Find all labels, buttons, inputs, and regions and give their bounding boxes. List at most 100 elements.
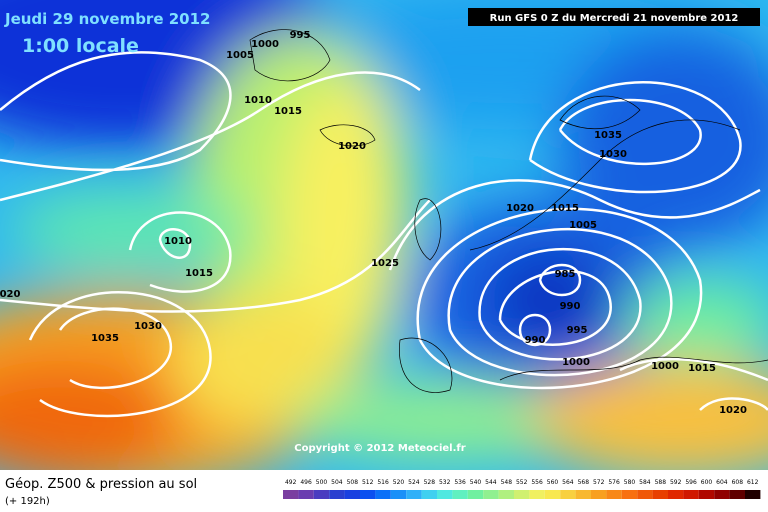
- colorbar: 492 496 500 504 508 512 516 520 524 528 532 536 540 5…: [283, 479, 761, 499]
- scale-label: 556: [531, 479, 543, 486]
- footer-lead: (+ 192h): [5, 496, 50, 507]
- isobar-label: 1000: [651, 361, 679, 372]
- scale-label: 516: [377, 479, 389, 486]
- scale-label: 564: [562, 479, 574, 486]
- coastlines: [249, 29, 768, 393]
- isobar-label: 1030: [134, 321, 162, 332]
- isobar-label: 995: [290, 30, 311, 41]
- scale-swatch: [437, 490, 453, 499]
- scale-swatch: [375, 490, 391, 499]
- scale-label: 520: [393, 479, 405, 486]
- isobar-label: 020: [0, 289, 20, 300]
- scale-swatch: [390, 490, 407, 499]
- isobar-label: 1025: [371, 258, 399, 269]
- scale-swatch: [544, 490, 561, 499]
- scale-label: 596: [685, 479, 697, 486]
- scale-label: 504: [331, 479, 343, 486]
- scale-swatch: [652, 490, 668, 499]
- isobar-label: 1010: [244, 95, 272, 106]
- isobar-label: 1020: [506, 203, 534, 214]
- isobar-label: 1015: [274, 106, 302, 117]
- scale-label: 544: [485, 479, 497, 486]
- scale-label: 576: [608, 479, 620, 486]
- scale-label: 500: [316, 479, 328, 486]
- scale-swatch: [313, 490, 330, 499]
- scale-swatch: [745, 490, 761, 499]
- scale-label: 584: [639, 479, 651, 486]
- scale-label: 528: [424, 479, 436, 486]
- isobar-label: 990: [525, 335, 546, 346]
- run-info: Run GFS 0 Z du Mercredi 21 novembre 2012: [490, 13, 739, 24]
- scale-swatch: [360, 490, 376, 499]
- isobar-label: 1015: [688, 363, 716, 374]
- scale-swatch: [575, 490, 591, 499]
- scale-swatch: [729, 490, 745, 499]
- isobar-label: 1035: [594, 130, 622, 141]
- scale-swatch: [421, 490, 437, 499]
- scale-label: 552: [516, 479, 528, 486]
- scale-label: 524: [408, 479, 420, 486]
- isobar-label: 1015: [185, 268, 213, 279]
- scale-swatch: [483, 490, 499, 499]
- scale-swatch: [698, 490, 715, 499]
- field: 1000995100510101015102010101015103010351…: [0, 0, 768, 470]
- scale-swatch: [514, 490, 530, 499]
- isobar-label: 995: [567, 325, 588, 336]
- scale-swatch: [683, 490, 699, 499]
- scale-label: 580: [624, 479, 636, 486]
- scale-swatch: [529, 490, 545, 499]
- scale-swatch: [344, 490, 360, 499]
- scale-swatch: [329, 490, 345, 499]
- scale-swatch: [637, 490, 653, 499]
- scale-label: 572: [593, 479, 605, 486]
- isobar-label: 1035: [91, 333, 119, 344]
- isobar-label: 1030: [599, 149, 627, 160]
- scale-swatch: [560, 490, 576, 499]
- scale-label: 532: [439, 479, 451, 486]
- scale-label: 492: [285, 479, 297, 486]
- scale-swatch: [591, 490, 607, 499]
- isobar-label: 985: [555, 269, 576, 280]
- scale-label: 588: [655, 479, 667, 486]
- isobar-label: 1020: [719, 405, 747, 416]
- scale-swatch: [668, 490, 684, 499]
- scale-label: 536: [454, 479, 466, 486]
- copyright: Copyright © 2012 Meteociel.fr: [294, 443, 465, 454]
- scale-label: 512: [362, 479, 374, 486]
- isobar-label: 1020: [338, 141, 366, 152]
- scale-label: 592: [670, 479, 682, 486]
- scale-swatch: [452, 490, 468, 499]
- scale-swatch: [714, 490, 730, 499]
- isobar-label: 1000: [251, 39, 279, 50]
- isobars: [0, 51, 768, 418]
- footer-title: Géop. Z500 & pression au sol: [5, 477, 197, 492]
- scale-swatch: [498, 490, 514, 499]
- scale-swatch: [406, 490, 422, 499]
- scale-label: 604: [716, 479, 728, 486]
- isobar-label: 1005: [226, 50, 254, 61]
- run-box: [468, 8, 760, 26]
- scale-label: 540: [470, 479, 482, 486]
- valid-date: Jeudi 29 novembre 2012: [4, 10, 210, 28]
- scale-swatch: [283, 490, 299, 499]
- isobar-label: 1005: [569, 220, 597, 231]
- isobar-labels: 1000995100510101015102010101015103010351…: [0, 30, 747, 416]
- scale-label: 608: [732, 479, 744, 486]
- scale-label: 548: [501, 479, 513, 486]
- isobar-label: 990: [560, 301, 581, 312]
- scale-label: 496: [300, 479, 312, 486]
- scale-swatch: [606, 490, 622, 499]
- scale-swatch: [467, 490, 484, 499]
- scale-label: 560: [547, 479, 559, 486]
- scale-label: 600: [701, 479, 713, 486]
- scale-label: 568: [578, 479, 590, 486]
- isobar-label: 1010: [164, 236, 192, 247]
- isobar-label: 1000: [562, 357, 590, 368]
- local-time: 1:00 locale: [22, 35, 139, 57]
- scale-swatch: [298, 490, 314, 499]
- scale-label: 508: [347, 479, 359, 486]
- scale-label: 612: [747, 479, 759, 486]
- scale-swatch: [621, 490, 638, 499]
